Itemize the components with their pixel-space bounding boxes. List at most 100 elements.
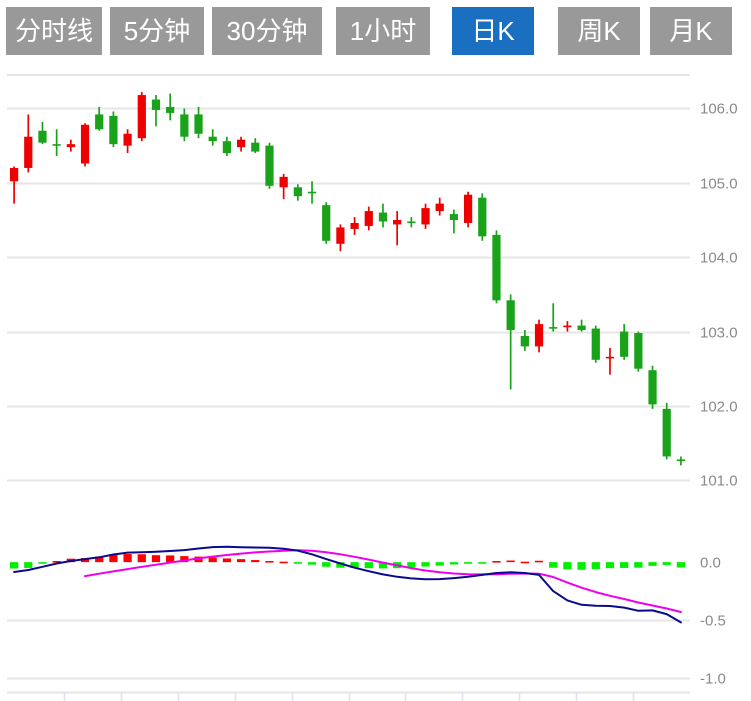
candle-body xyxy=(52,144,61,146)
price-tick-label-5: 101.0 xyxy=(700,473,738,490)
candle[interactable] xyxy=(449,209,459,234)
macd-histogram-bar xyxy=(676,562,686,568)
candle[interactable] xyxy=(620,324,629,360)
macd-panel[interactable] xyxy=(9,545,686,624)
candle[interactable] xyxy=(109,111,118,148)
candle[interactable] xyxy=(137,92,146,142)
chart-container: 106.0 105.0 104.0 103.0 102.0 101.0 0.0 -0.5 -1.… xyxy=(0,62,751,701)
macd-histogram-bar xyxy=(123,554,132,563)
candle-body xyxy=(478,197,487,237)
candle[interactable] xyxy=(251,138,260,154)
tab-label: 月K xyxy=(669,16,713,46)
candle[interactable] xyxy=(563,321,572,332)
candle[interactable] xyxy=(577,319,586,332)
candle[interactable] xyxy=(549,303,558,332)
macd-histogram-bar xyxy=(322,562,331,567)
candle[interactable] xyxy=(676,456,686,466)
candle-body xyxy=(577,325,586,331)
tab-0[interactable]: 分时线 xyxy=(6,7,102,55)
candle[interactable] xyxy=(421,203,430,229)
macd-dif-line xyxy=(13,545,682,624)
candle[interactable] xyxy=(378,203,388,228)
candle[interactable] xyxy=(265,142,274,189)
macd-histogram-bar xyxy=(449,562,459,565)
candle[interactable] xyxy=(492,230,501,304)
macd-histogram-bar xyxy=(620,562,629,568)
tab-1[interactable]: 5分钟 xyxy=(110,7,204,55)
candle[interactable] xyxy=(350,217,359,235)
macd-histogram-bar xyxy=(549,562,558,568)
macd-histogram-bar xyxy=(279,561,288,564)
macd-histogram-bar xyxy=(137,554,146,563)
candle[interactable] xyxy=(534,319,544,353)
tab-active-4[interactable]: 日K xyxy=(452,7,534,55)
tab-5[interactable]: 周K xyxy=(558,7,640,55)
candle[interactable] xyxy=(407,217,416,228)
candle[interactable] xyxy=(95,106,104,131)
macd-histogram-bar xyxy=(251,560,260,563)
candle[interactable] xyxy=(463,191,473,228)
tab-3[interactable]: 1小时 xyxy=(336,7,430,55)
candle[interactable] xyxy=(435,197,444,216)
candle[interactable] xyxy=(364,206,373,231)
macd-histogram-bar xyxy=(463,562,473,564)
candle[interactable] xyxy=(336,224,345,252)
candle[interactable] xyxy=(279,173,288,200)
candle-body xyxy=(520,336,529,347)
candle-body xyxy=(662,408,671,457)
candle-body xyxy=(463,194,473,223)
candle-body xyxy=(222,141,232,154)
macd-histogram-bar xyxy=(265,560,274,563)
candle[interactable] xyxy=(322,202,331,244)
candle[interactable] xyxy=(80,123,90,167)
candle[interactable] xyxy=(208,129,217,146)
candle[interactable] xyxy=(180,108,189,142)
candle[interactable] xyxy=(9,166,19,204)
candle[interactable] xyxy=(393,211,402,246)
macd-histogram-bar xyxy=(492,560,501,563)
tab-6[interactable]: 月K xyxy=(650,7,732,55)
candle[interactable] xyxy=(293,184,302,201)
price-tick-label-4: 102.0 xyxy=(700,399,738,416)
candle[interactable] xyxy=(605,347,615,375)
candle-body xyxy=(449,214,459,220)
candle[interactable] xyxy=(506,294,515,390)
candle-body xyxy=(322,205,331,241)
macd-histogram-bar xyxy=(634,562,643,568)
candle[interactable] xyxy=(236,136,246,152)
tab-label: 5分钟 xyxy=(123,16,191,46)
price-tick-label-2: 104.0 xyxy=(700,250,738,267)
tab-label: 分时线 xyxy=(14,16,93,46)
candle[interactable] xyxy=(38,121,47,145)
candle[interactable] xyxy=(66,139,75,152)
candle[interactable] xyxy=(520,330,529,351)
candle[interactable] xyxy=(52,129,61,157)
candle[interactable] xyxy=(648,365,657,409)
macd-histogram-bar xyxy=(577,562,586,570)
candle[interactable] xyxy=(307,181,317,204)
candle-body xyxy=(350,222,359,229)
candle[interactable] xyxy=(591,325,600,363)
candle-body xyxy=(38,130,47,143)
candle[interactable] xyxy=(222,136,232,157)
tab-label: 30分钟 xyxy=(226,16,308,46)
candle[interactable] xyxy=(194,106,203,139)
candlestick-series[interactable] xyxy=(9,92,686,466)
candle[interactable] xyxy=(166,93,175,121)
macd-histogram-bar xyxy=(407,562,416,568)
candle-body xyxy=(123,133,132,146)
x-axis xyxy=(7,691,690,701)
candle[interactable] xyxy=(24,114,33,173)
macd-histogram-bar xyxy=(95,556,104,563)
candle[interactable] xyxy=(151,95,161,127)
candle[interactable] xyxy=(662,402,671,460)
macd-histogram-bar xyxy=(478,562,487,564)
macd-histogram-bar xyxy=(421,562,430,567)
candle-body xyxy=(109,115,118,145)
kline-macd-chart[interactable]: 106.0 105.0 104.0 103.0 102.0 101.0 0.0 -0.5 -1.… xyxy=(0,62,751,701)
candle[interactable] xyxy=(634,331,643,372)
candle[interactable] xyxy=(123,129,132,154)
tab-2[interactable]: 30分钟 xyxy=(212,7,322,55)
tab-label: 日K xyxy=(471,16,515,46)
candle[interactable] xyxy=(478,193,487,241)
